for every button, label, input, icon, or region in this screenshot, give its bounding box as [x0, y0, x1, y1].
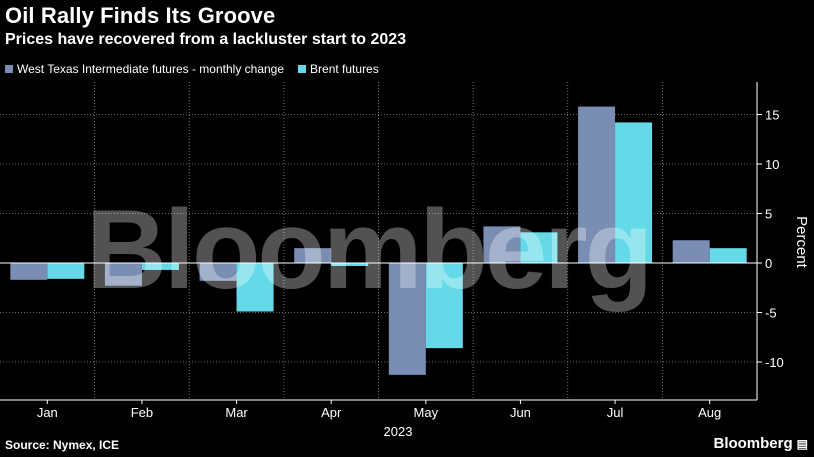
x-tick-label-jun: Jun [510, 405, 531, 420]
bar-wti-jul [578, 106, 616, 263]
bar-brent-jun [520, 232, 558, 263]
bar-wti-feb [104, 263, 142, 286]
legend: West Texas Intermediate futures - monthl… [5, 62, 393, 76]
y-tick-label: 5 [765, 207, 772, 222]
legend-swatch-wti [5, 65, 13, 73]
x-tick-label-mar: Mar [225, 405, 248, 420]
y-tick-label: 0 [765, 256, 772, 271]
bar-brent-may [425, 263, 463, 349]
source-note: Source: Nymex, ICE [5, 438, 120, 452]
x-tick-label-apr: Apr [321, 405, 342, 420]
bar-wti-apr [294, 248, 332, 263]
bar-brent-feb [141, 263, 179, 270]
x-tick-label-feb: Feb [131, 405, 153, 420]
bar-brent-jan [47, 263, 85, 279]
bar-chart-icon: ▤ [796, 436, 808, 451]
bar-brent-mar [236, 263, 274, 312]
y-tick-label: 15 [765, 108, 779, 123]
chart-subtitle: Prices have recovered from a lackluster … [5, 31, 407, 48]
x-tick-label-may: May [414, 405, 439, 420]
y-tick-label: -5 [765, 306, 777, 321]
chart-title: Oil Rally Finds Its Groove [5, 3, 276, 28]
y-tick-label: 10 [765, 157, 779, 172]
x-axis-label: 2023 [384, 424, 413, 439]
x-tick-label-jan: Jan [37, 405, 58, 420]
bar-wti-jun [483, 226, 521, 263]
legend-swatch-brent [298, 65, 307, 73]
y-axis-label: Percent [793, 216, 810, 269]
bar-brent-apr [331, 263, 369, 266]
watermark-text: Bloomberg [86, 187, 650, 312]
x-tick-label-jul: Jul [607, 405, 624, 420]
legend-item-wti: West Texas Intermediate futures - monthl… [5, 62, 284, 76]
bar-wti-aug [672, 240, 710, 263]
y-tick-label: -10 [765, 355, 784, 370]
bar-brent-aug [709, 248, 747, 263]
legend-label-brent: Brent futures [310, 62, 379, 76]
bar-wti-jan [10, 263, 48, 280]
x-tick-label-aug: Aug [698, 405, 721, 420]
brand-name: Bloomberg [713, 435, 793, 452]
bar-wti-may [388, 263, 426, 375]
bar-brent-jul [615, 122, 653, 263]
brand-logo: Bloomberg ▤ [713, 435, 808, 452]
legend-label-wti: West Texas Intermediate futures - monthl… [17, 62, 285, 76]
bar-wti-mar [199, 263, 237, 281]
legend-item-brent: Brent futures [298, 62, 379, 76]
